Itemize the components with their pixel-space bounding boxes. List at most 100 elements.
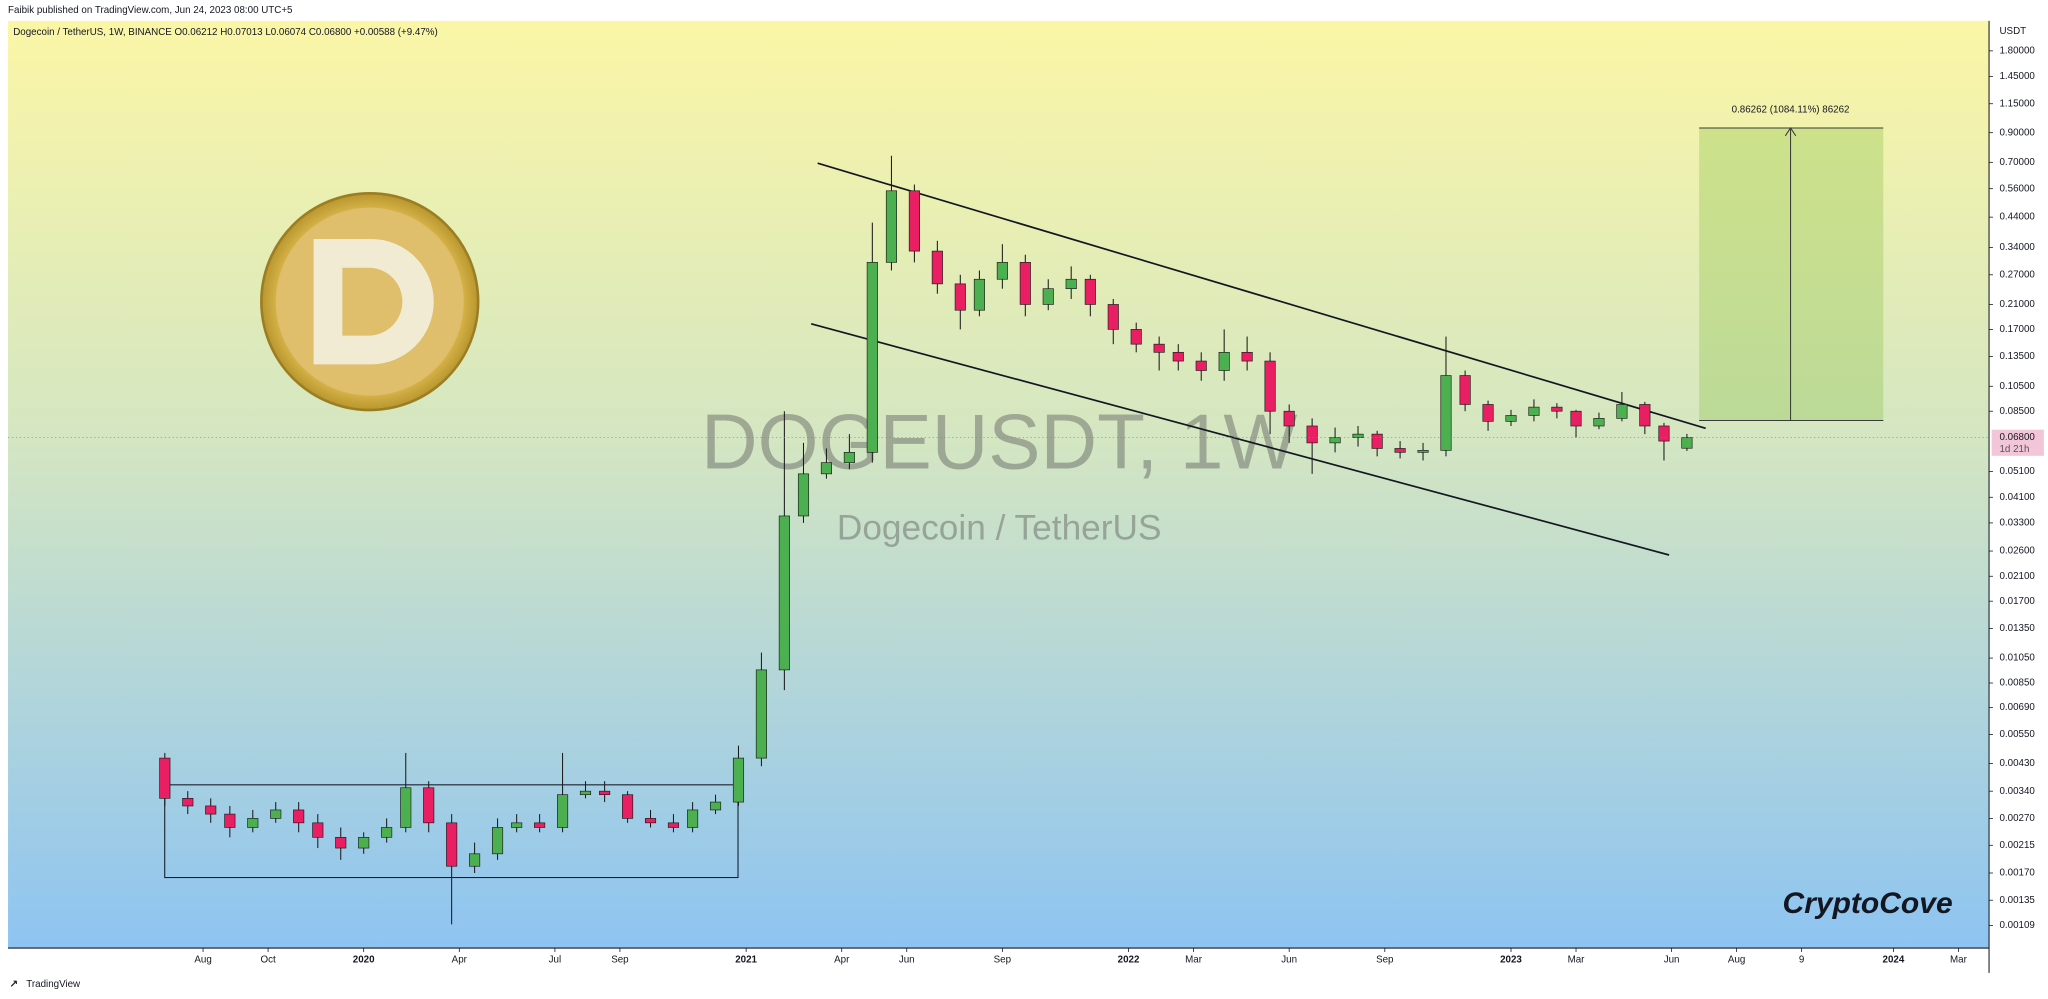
x-tick-label: Aug [194, 954, 211, 965]
candle-body [182, 798, 194, 807]
candle-body [667, 822, 680, 828]
candle-body [1352, 433, 1364, 438]
x-tick-label: Oct [260, 954, 275, 965]
candle-body [973, 278, 985, 311]
candle-body [1306, 425, 1318, 444]
candle-body [1065, 278, 1077, 290]
candle-body [469, 853, 481, 867]
y-tick-label: 0.00690 [1999, 702, 2035, 713]
candle-body [579, 790, 592, 796]
y-tick-label: 0.08500 [1999, 406, 2035, 417]
candle-body [1042, 288, 1054, 305]
measure-arrow-head [1784, 127, 1797, 137]
y-tick-label: 0.00430 [1999, 758, 2035, 769]
candle-body [1130, 329, 1142, 345]
candle-body [1264, 360, 1276, 412]
y-tick-label: 0.27000 [1999, 269, 2035, 280]
x-tick-label: 2020 [353, 954, 375, 965]
candle-body [687, 809, 699, 828]
candle-body [709, 801, 722, 811]
candle-body [400, 787, 412, 828]
candle-body [1570, 410, 1582, 427]
footer-brand: TradingView [26, 979, 81, 990]
y-tick-label: 0.01050 [1999, 653, 2035, 664]
y-tick-label: 1.45000 [1999, 71, 2035, 82]
candle-body [1218, 351, 1230, 371]
published-note: Faibik published on TradingView.com, Jun… [8, 5, 293, 16]
candle-body [820, 462, 832, 475]
channel-lower-line [810, 323, 1670, 556]
x-tick-label: 2024 [1883, 954, 1905, 965]
candle-body [511, 822, 523, 828]
y-tick-label: 1.15000 [1999, 98, 2035, 109]
x-tick-label: Mar [1950, 954, 1968, 965]
watermark-subtitle: Dogecoin / TetherUS [837, 509, 1162, 548]
x-tick-label: 2021 [735, 954, 757, 965]
candle-body [1551, 406, 1563, 412]
candle-body [931, 250, 943, 285]
candle-body [1394, 448, 1406, 453]
candle-body [622, 794, 634, 819]
candle-body [224, 813, 236, 828]
candle-body [1459, 375, 1471, 405]
candle-body [293, 809, 305, 824]
candle-body [755, 669, 767, 759]
candle-body [1172, 351, 1184, 362]
x-tick-label: Aug [1728, 954, 1745, 965]
candle-body [491, 827, 504, 855]
x-tick-label: Apr [452, 954, 468, 965]
x-tick-label: Sep [994, 954, 1012, 965]
y-tick-label: 0.02100 [1999, 571, 2035, 582]
y-tick-label: 0.13500 [1999, 351, 2035, 362]
x-tick-label: Sep [611, 954, 629, 965]
x-tick-label: Mar [1568, 954, 1586, 965]
y-tick-label: 0.04100 [1999, 492, 2035, 503]
y-tick-label: 0.44000 [1999, 212, 2035, 223]
candle-body [446, 822, 458, 867]
x-tick-label: Sep [1376, 954, 1394, 965]
y-tick-label: 0.05100 [1999, 466, 2035, 477]
candle-body [843, 452, 855, 463]
y-tick-label: 0.17000 [1999, 324, 2035, 335]
candle-body [557, 794, 569, 828]
candle-body [1084, 278, 1096, 305]
plot-area [8, 20, 1990, 949]
candle-body [644, 818, 657, 824]
symbol-legend: Dogecoin / TetherUS, 1W, BINANCE O0.0621… [13, 27, 438, 38]
candle-body [312, 822, 324, 838]
y-tick-label: 0.00215 [1999, 840, 2035, 851]
y-tick-label: 0.00270 [1999, 813, 2035, 824]
last-price-label: 0.06800 [1999, 432, 2035, 443]
candle-body [732, 757, 745, 803]
y-tick-label: 0.56000 [1999, 183, 2035, 194]
x-tick-label: Jul [549, 954, 562, 965]
candle-body [381, 827, 393, 838]
countdown-label: 1d 21h [1999, 444, 2029, 455]
candle-body [335, 836, 347, 849]
y-tick-label: 0.00850 [1999, 678, 2035, 689]
x-tick-label: 9 [1799, 954, 1804, 965]
y-tick-label: 0.03300 [1999, 517, 2035, 528]
candle-body [599, 790, 611, 796]
channel-upper-line [817, 162, 1706, 430]
measure-label: 0.86262 (1084.11%) 86262 [1732, 104, 1850, 115]
candle-body [1417, 450, 1429, 453]
y-tick-label: 0.02600 [1999, 546, 2035, 557]
candle-body [1528, 406, 1540, 416]
candle-body [1658, 425, 1670, 442]
candle-body [1241, 351, 1253, 362]
candle-body [1153, 343, 1165, 353]
candle-body [1639, 404, 1651, 427]
candle-body [1283, 410, 1295, 427]
x-tick-label: 2023 [1500, 954, 1522, 965]
x-tick-label: Jun [1664, 954, 1680, 965]
candle-body [797, 473, 810, 517]
candle-body [954, 283, 966, 311]
candle-body [1107, 304, 1119, 330]
signature: CryptoCove [1783, 887, 1953, 920]
doge-logo [260, 191, 480, 412]
y-tick-label: 0.34000 [1999, 242, 2035, 253]
candles [159, 155, 1693, 925]
